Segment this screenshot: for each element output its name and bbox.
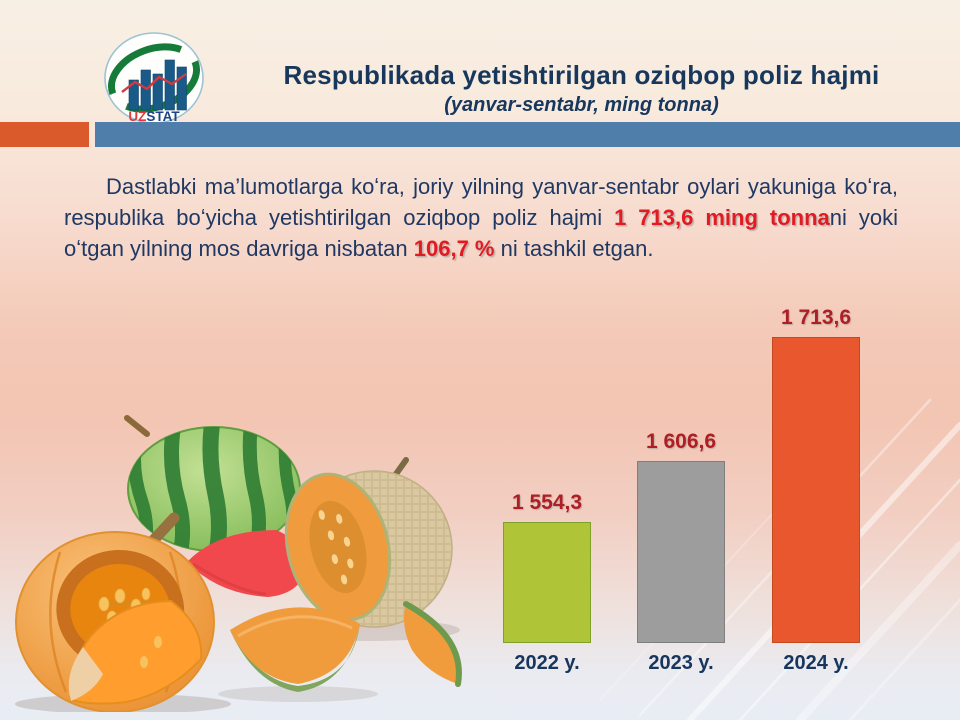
intro-paragraph: Dastlabki ma’lumotlarga koʻra, joriy yil… (64, 171, 898, 264)
logo-swoosh (107, 43, 201, 113)
accent-band-blue (95, 122, 960, 147)
bar-value-label: 1 713,6 (780, 306, 852, 329)
intro-text-3: ni tashkil etgan. (494, 236, 654, 261)
slide-title: Respublikada yetishtirilgan oziqbop poli… (283, 60, 880, 90)
bar-2022 (503, 522, 591, 643)
intro-text-1: Dastlabki ma’lumotlarga koʻra, joriy yil… (64, 174, 898, 230)
bar-value-label: 1 606,6 (645, 430, 717, 453)
logo-wordmark: UZSTAT (128, 109, 180, 124)
header: Respublikada yetishtirilgan oziqbop poli… (213, 60, 950, 117)
bar-2024 (772, 337, 860, 643)
bar-2023 (637, 461, 725, 643)
logo-bar-chart-icon (128, 59, 187, 111)
uzstat-logo: UZSTAT (104, 32, 204, 124)
accent-band-orange (0, 122, 89, 147)
logo-trend-line (121, 73, 187, 93)
slide-subtitle: (yanvar-sentabr, ming tonna) (444, 94, 719, 116)
bar-value-label: 1 554,3 (511, 491, 583, 514)
bar-category-label: 2023 y. (648, 652, 714, 674)
intro-text-2: ni yoki oʻtgan yilning mos davriga nisba… (64, 205, 898, 261)
bar-category-label: 2024 y. (783, 652, 849, 674)
bar-category-label: 2022 y. (514, 652, 580, 674)
highlight-percent: 106,7 % (413, 236, 495, 261)
produce-illustration (15, 415, 462, 712)
highlight-volume: 1 713,6 ming tonna (614, 205, 830, 230)
light-streaks-decoration (600, 398, 960, 720)
